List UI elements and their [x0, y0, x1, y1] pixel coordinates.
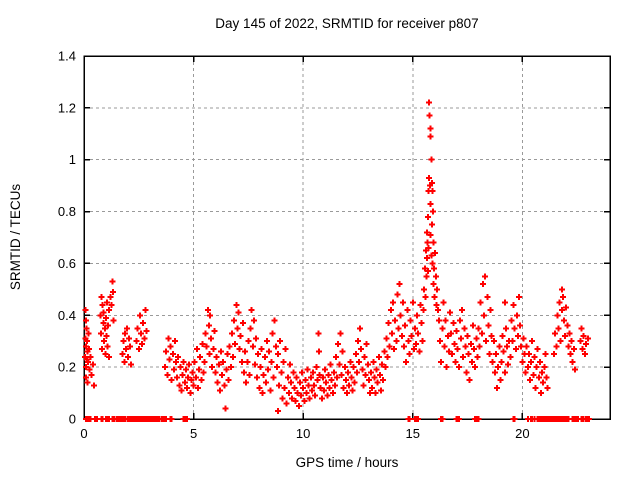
data-points — [82, 99, 592, 415]
y-tick-label: 1 — [69, 152, 76, 167]
plot-border — [83, 55, 611, 420]
y-tick-label: 1.2 — [58, 100, 76, 115]
y-tick-label: 1.4 — [58, 49, 76, 64]
y-tick-label: 0.4 — [58, 308, 76, 323]
x-tick-label: 5 — [190, 426, 197, 441]
zero-value-points — [83, 416, 593, 422]
y-tick-label: 0.2 — [58, 360, 76, 375]
x-tick-label: 20 — [515, 426, 529, 441]
grid-lines — [84, 56, 610, 419]
y-tick-labels: 0 0.2 0.4 0.6 0.8 1 1.2 1.4 — [58, 49, 76, 427]
x-tick-labels: 0 5 10 15 20 — [80, 426, 529, 441]
x-tick-label: 15 — [406, 426, 420, 441]
chart-title: Day 145 of 2022, SRMTID for receiver p80… — [215, 16, 478, 31]
x-axis-label: GPS time / hours — [296, 455, 399, 470]
y-axis-label: SRMTID / TECUs — [8, 184, 23, 291]
y-tick-label: 0.6 — [58, 256, 76, 271]
x-tick-label: 0 — [80, 426, 87, 441]
y-tick-label: 0.8 — [58, 204, 76, 219]
x-tick-label: 10 — [296, 426, 310, 441]
y-tick-label: 0 — [69, 412, 76, 427]
